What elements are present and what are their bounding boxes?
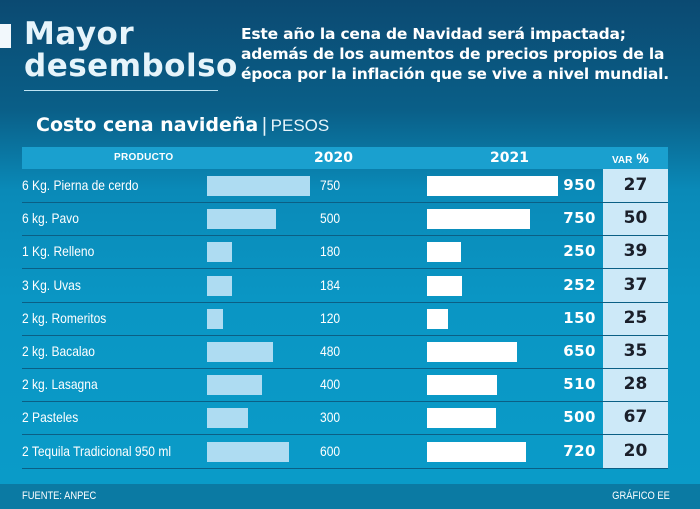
bar-2020 — [207, 242, 232, 263]
value-2020: 600 — [320, 442, 341, 459]
var-pct-value: 37 — [623, 274, 648, 295]
var-pct-value: 50 — [623, 208, 648, 229]
bar-2021 — [427, 342, 517, 362]
product-label: 1 Kg. Relleno — [22, 243, 95, 260]
bar-2020 — [207, 408, 249, 429]
column-header-2021: 2021 — [490, 150, 529, 166]
chart-title: Costo cena navideña | PESOS — [36, 114, 329, 136]
accent-bar — [0, 24, 11, 48]
product-label: 2 kg. Bacalao — [22, 343, 95, 359]
var-pct-value: 67 — [623, 407, 648, 428]
value-2021: 650 — [563, 342, 596, 360]
table-row: 1 Kg. Relleno 180 250 39 — [22, 235, 668, 270]
value-2021: 150 — [563, 308, 596, 327]
bar-2020 — [207, 275, 233, 296]
column-header-product: PRODUCTO — [114, 152, 174, 163]
bar-2020 — [207, 176, 310, 196]
headline-line-2: desembolso — [24, 48, 238, 84]
bar-2020 — [207, 209, 276, 230]
intro-text: Este año la cena de Navidad será impacta… — [241, 25, 669, 83]
product-label: 3 Kg. Uvas — [22, 276, 81, 293]
value-2021: 252 — [563, 275, 596, 294]
table-row: 2 kg. Lasagna 400 510 28 — [22, 368, 668, 403]
column-header-var: VAR% — [612, 147, 649, 169]
product-label: 2 Tequila Tradicional 950 ml — [22, 442, 172, 459]
bar-2020 — [207, 342, 273, 362]
title-separator: | — [261, 114, 268, 136]
var-pct-value: 20 — [623, 440, 648, 461]
value-2020: 750 — [320, 177, 341, 193]
value-2021: 750 — [563, 209, 596, 228]
credit-note: GRÁFICO EE — [612, 490, 670, 502]
bar-2021 — [427, 441, 527, 462]
product-label: 2 Pasteles — [22, 409, 79, 426]
bar-2020 — [207, 441, 290, 462]
var-pct-value: 27 — [623, 175, 648, 195]
bar-2021 — [427, 408, 496, 429]
headline: Mayor desembolso — [24, 18, 238, 82]
value-2021: 500 — [563, 408, 596, 427]
table-row: 2 Pasteles 300 500 67 — [22, 401, 668, 436]
value-2021: 250 — [563, 242, 596, 261]
value-2020: 180 — [320, 243, 341, 260]
table-row: 6 Kg. Pierna de cerdo 750 950 27 — [22, 169, 668, 203]
table-row: 2 kg. Romeritos 120 150 25 — [22, 302, 668, 336]
value-2020: 400 — [320, 376, 341, 393]
bar-2021 — [427, 375, 498, 396]
value-2021: 950 — [563, 176, 596, 194]
bar-2021 — [427, 176, 558, 196]
product-label: 2 kg. Lasagna — [22, 376, 98, 393]
table-row: 2 Tequila Tradicional 950 ml 600 720 20 — [22, 435, 668, 469]
var-pct-value: 35 — [623, 341, 648, 361]
var-pct-label: % — [636, 150, 649, 166]
bar-2021 — [427, 308, 448, 329]
source-note: FUENTE: ANPEC — [22, 490, 97, 502]
chart-title-text: Costo cena navideña — [36, 114, 259, 136]
var-pct-value: 28 — [623, 374, 648, 395]
table-row: 6 kg. Pavo 500 750 50 — [22, 202, 668, 237]
table-header: PRODUCTO 2020 2021 VAR% — [22, 147, 668, 169]
product-label: 6 Kg. Pierna de cerdo — [22, 177, 139, 193]
value-2020: 184 — [320, 276, 341, 293]
value-2020: 120 — [320, 309, 341, 326]
headline-underline — [24, 90, 218, 91]
bar-2020 — [207, 375, 262, 396]
chart-unit: PESOS — [270, 116, 330, 135]
product-label: 6 kg. Pavo — [22, 210, 79, 227]
bar-2021 — [427, 209, 531, 230]
value-2020: 500 — [320, 210, 341, 227]
value-2020: 480 — [320, 343, 341, 359]
product-label: 2 kg. Romeritos — [22, 309, 107, 326]
var-column-background — [603, 169, 668, 468]
footer: FUENTE: ANPEC GRÁFICO EE — [0, 484, 700, 509]
var-pct-value: 25 — [623, 307, 648, 328]
bar-2021 — [427, 242, 462, 263]
value-2021: 510 — [563, 375, 596, 394]
bar-2020 — [207, 308, 224, 329]
bar-2021 — [427, 275, 462, 296]
headline-line-1: Mayor — [24, 16, 135, 52]
value-2021: 720 — [563, 441, 596, 460]
column-header-2020: 2020 — [314, 150, 353, 166]
table-row: 3 Kg. Uvas 184 252 37 — [22, 269, 668, 303]
value-2020: 300 — [320, 409, 341, 426]
var-label: VAR — [612, 155, 633, 166]
table-row: 2 kg. Bacalao 480 650 35 — [22, 335, 668, 369]
var-pct-value: 39 — [623, 241, 648, 262]
